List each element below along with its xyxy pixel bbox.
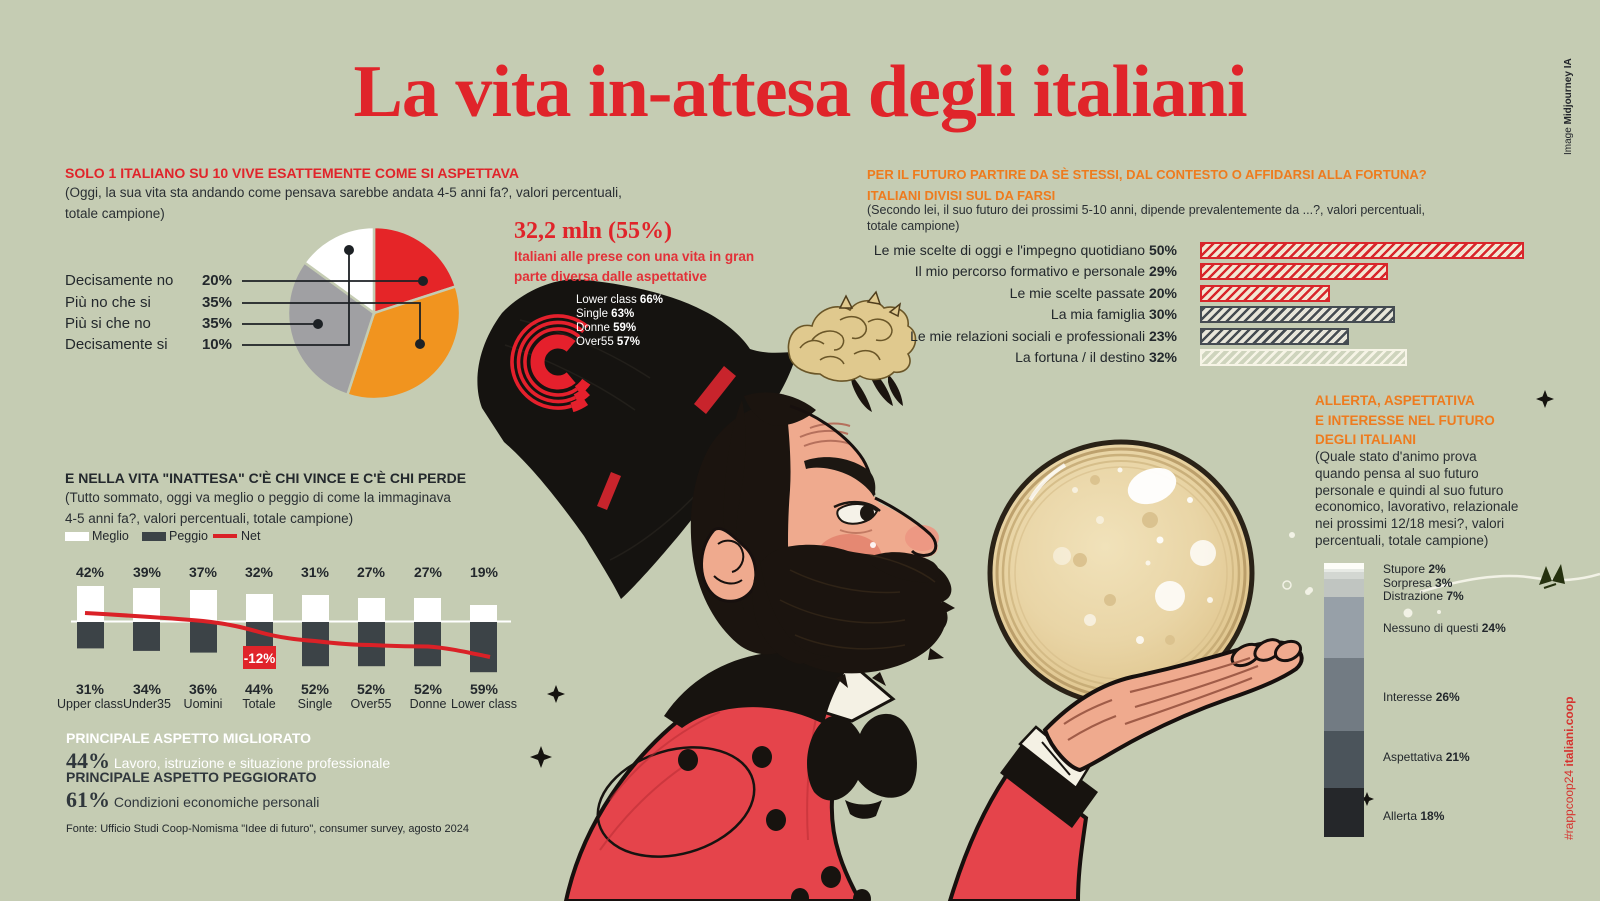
svg-text:-12%: -12% <box>244 651 276 666</box>
